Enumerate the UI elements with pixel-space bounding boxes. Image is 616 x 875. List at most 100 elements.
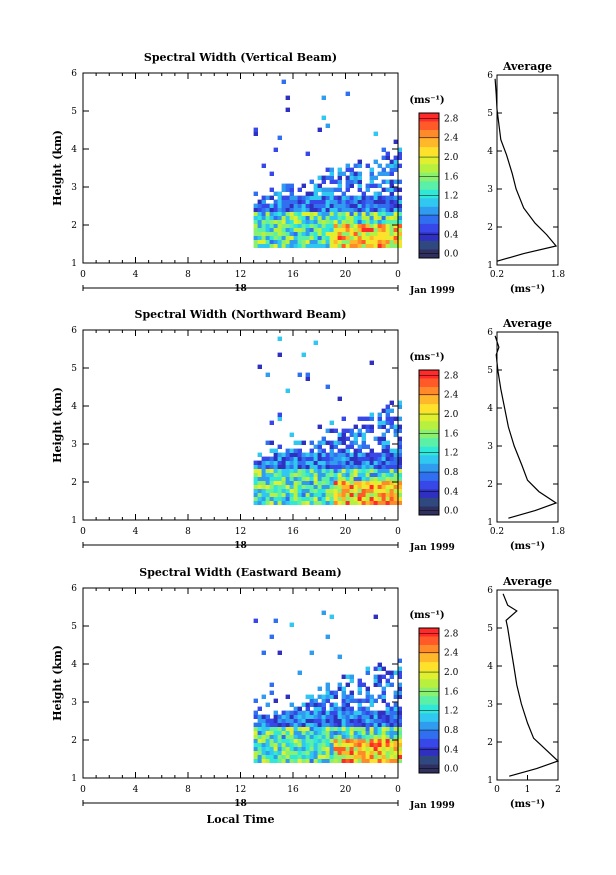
heatmap-cell [353,211,358,216]
heatmap-cell [329,718,334,723]
heatmap-cell [377,183,382,188]
heatmap-cell [301,746,306,751]
heatmap-cell [377,750,382,755]
heatmap-cell [337,682,342,687]
heatmap-cell [397,500,402,505]
heatmap-cell [253,476,258,481]
heatmap-cell [381,718,386,723]
heatmap-cell [265,714,270,719]
heatmap-cell [361,472,366,477]
heatmap-cell [377,714,382,719]
heatmap-cell [397,211,402,216]
heatmap-cell [305,480,310,485]
heatmap-cell [365,219,370,224]
heatmap-cell [313,207,318,212]
heatmap-cell [297,738,302,743]
heatmap-cell [333,195,338,200]
heatmap-cell [393,464,398,469]
heatmap-cell [377,682,382,687]
profile-x-label: (ms⁻¹) [510,284,545,295]
heatmap-cell [377,730,382,735]
heatmap-cell [345,472,350,477]
heatmap-cell [277,211,282,216]
heatmap-cell [337,706,342,711]
heatmap-cell [269,682,274,687]
y-tick-label: 1 [71,774,77,784]
x-tick-label: 12 [235,785,246,795]
heatmap-cell [369,480,374,485]
heatmap-cell [377,207,382,212]
heatmap-cell [305,722,310,727]
x-tick-label: 0 [395,270,401,280]
heatmap-cell [285,468,290,473]
heatmap-cell [349,452,354,457]
heatmap-cell [365,484,370,489]
heatmap-cell [385,702,390,707]
heatmap-cell [381,235,386,240]
colorbar-tick-label: 0.0 [444,765,459,775]
heatmap-cell [325,211,330,216]
heatmap-cell [389,738,394,743]
heatmap-cell [281,207,286,212]
heatmap-cell [341,488,346,493]
heatmap-cell [261,754,266,759]
heatmap-cell [321,452,326,457]
heatmap-cell [253,231,258,236]
heatmap-cell [357,163,362,168]
heatmap-cell [369,492,374,497]
heatmap-cell [325,730,330,735]
heatmap-cell [361,698,366,703]
heatmap-cell [317,195,322,200]
heatmap-cell [325,714,330,719]
heatmap-cell [365,726,370,731]
heatmap-cell [357,710,362,715]
heatmap-cell [289,702,294,707]
heatmap-cell [277,718,282,723]
heatmap-cell [265,480,270,485]
heatmap-cell [301,207,306,212]
heatmap-cell [341,231,346,236]
colorbar-swatch [419,121,439,131]
heatmap-cell [325,428,330,433]
heatmap-cell [397,468,402,473]
heatmap-cell [301,195,306,200]
heatmap-cell [273,492,278,497]
heatmap-cell [389,408,394,413]
heatmap-cell [321,714,326,719]
heatmap-cell [333,179,338,184]
heatmap-cell [337,440,342,445]
heatmap-cell [273,698,278,703]
heatmap-cell [313,734,318,739]
heatmap-cell [389,195,394,200]
heatmap-cell [373,698,378,703]
heatmap-cell [281,223,286,228]
heatmap-cell [269,758,274,763]
heatmap-cell [341,460,346,465]
colorbar-swatch [419,164,439,174]
heatmap-cell [353,754,358,759]
heatmap-cell [393,496,398,501]
heatmap-cell [385,476,390,481]
heatmap-cell [393,694,398,699]
heatmap-cell [353,758,358,763]
heatmap-cell [305,468,310,473]
heatmap-cell [309,460,314,465]
panel-title: Spectral Width (Vertical Beam) [144,51,337,64]
heatmap-cell [269,754,274,759]
heatmap-cell [365,666,370,671]
y-tick-label: 3 [71,183,77,193]
heatmap-cell [373,460,378,465]
heatmap-cell [381,211,386,216]
heatmap-cell [281,496,286,501]
heatmap-cell [345,746,350,751]
heatmap-cell [345,500,350,505]
heatmap-cell [345,742,350,747]
heatmap-cell [389,215,394,220]
heatmap-cell [297,734,302,739]
heatmap-cell [389,219,394,224]
heatmap-cell [265,211,270,216]
heatmap-cell [301,734,306,739]
heatmap-cell [317,175,322,180]
heatmap-cell [389,207,394,212]
heatmap-cell [381,738,386,743]
